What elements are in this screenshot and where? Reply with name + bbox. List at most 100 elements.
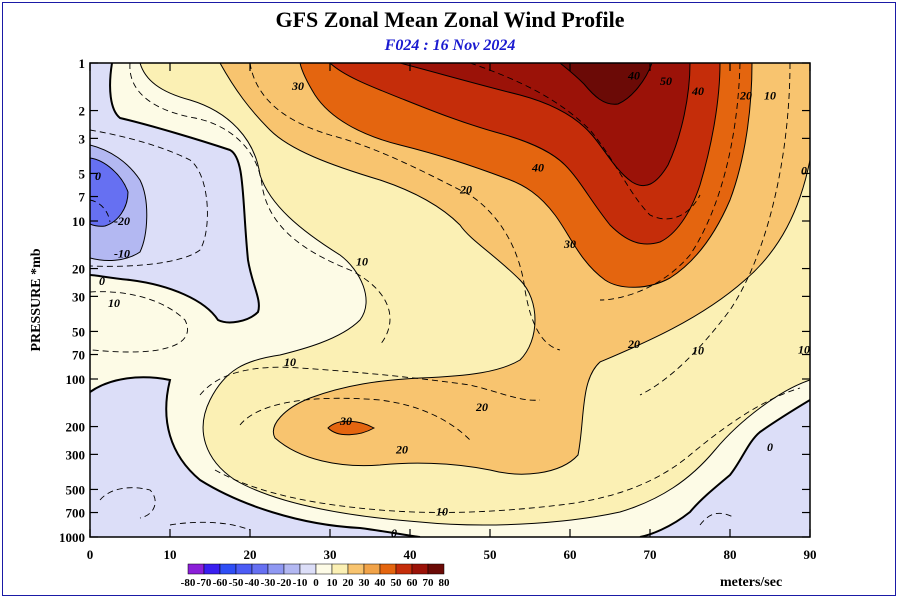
legend-label: 40: [375, 577, 387, 589]
contour-label: -10: [114, 246, 130, 260]
contour-label: 30: [339, 414, 352, 428]
contour-label: 20: [475, 400, 488, 414]
legend-swatch: [411, 563, 429, 575]
zero-contour-bottom: [90, 376, 421, 537]
contour-label: 40: [691, 84, 704, 98]
legend-swatch: [203, 563, 221, 575]
contour-label: 0: [801, 164, 807, 178]
y-tick-label: 100: [66, 372, 86, 387]
legend-label: -50: [229, 577, 244, 589]
contour-label: 0: [99, 274, 105, 288]
legend-swatch: [235, 563, 253, 575]
y-tick-label: 1000: [59, 530, 85, 545]
dash-contour-1: [129, 63, 391, 346]
contour-label: 10: [436, 505, 448, 519]
x-tick-label: 50: [484, 547, 497, 562]
legend-label: -80: [181, 577, 196, 589]
dash-contour-5: [249, 63, 561, 351]
dash-contour-13: [169, 521, 251, 531]
legend-label: 0: [313, 577, 319, 589]
chart-subtitle: F024 : 16 Nov 2024: [384, 37, 516, 54]
legend-label: -40: [245, 577, 260, 589]
y-tick-label: 50: [72, 324, 85, 339]
contour-label: 30: [291, 79, 304, 93]
y-tick-label: 30: [72, 289, 85, 304]
contour-label: 10: [692, 343, 704, 357]
legend-swatch: [315, 563, 333, 575]
contour-label: 0: [95, 169, 101, 183]
x-tick-label: 40: [404, 547, 417, 562]
legend-label: 70: [423, 577, 435, 589]
contour-label: 20: [395, 443, 408, 457]
legend-swatch: [219, 563, 237, 575]
contour-label: 10: [108, 296, 120, 310]
dash-contour-4: [90, 291, 188, 353]
y-tick-label: 700: [66, 506, 86, 521]
y-tick-label: 500: [66, 482, 86, 497]
contour-label: 20: [627, 337, 640, 351]
contour-label: 10: [798, 342, 810, 356]
x-tick-label: 30: [324, 547, 337, 562]
contour-label: 50: [660, 74, 672, 88]
y-tick-label: 1: [79, 56, 86, 71]
dash-contour-8: [639, 63, 791, 396]
y-tick-label: 70: [72, 348, 85, 363]
chart-title: GFS Zonal Mean Zonal Wind Profile: [275, 7, 625, 32]
x-tick-label: 60: [564, 547, 577, 562]
contour-label: 10: [356, 254, 368, 268]
dash-contour-12: [99, 487, 156, 519]
x-tick-label: 80: [724, 547, 737, 562]
contour-fills: [90, 63, 810, 537]
x-tick-label: 0: [87, 547, 94, 562]
y-tick-label: 3: [79, 131, 86, 146]
dash-contour-11: [214, 387, 801, 513]
legend-swatch: [299, 563, 317, 575]
contour-label: 0: [391, 526, 397, 540]
legend-swatch: [363, 563, 381, 575]
contour-label: 20: [739, 88, 752, 102]
dash-contour-3: [90, 199, 111, 223]
contour-label: -20: [114, 214, 130, 228]
contour-label: 30: [563, 237, 576, 251]
legend-label: 60: [407, 577, 419, 589]
legend-unit-label: meters/sec: [720, 575, 782, 590]
legend-swatch: [251, 563, 269, 575]
legend-label: 10: [327, 577, 339, 589]
color-legend: -80 -70 -60 -50 -40 -30 -20 -10 0 10 20 30 40 50 60 70 8…: [181, 563, 782, 590]
x-tick-label: 10: [164, 547, 177, 562]
legend-label: -20: [277, 577, 292, 589]
legend-label: 20: [343, 577, 355, 589]
legend-label: 50: [391, 577, 403, 589]
y-tick-label: 5: [79, 166, 86, 181]
legend-swatch: [427, 563, 445, 575]
legend-label: -60: [213, 577, 228, 589]
legend-swatch: [347, 563, 365, 575]
x-tick-label: 70: [644, 547, 657, 562]
contour-label: 0: [767, 440, 773, 454]
x-tick-label: 20: [244, 547, 257, 562]
legend-swatch: [267, 563, 285, 575]
zero-contour-left: [90, 63, 260, 324]
legend-label: -30: [261, 577, 276, 589]
legend-label: -70: [197, 577, 212, 589]
legend-swatch: [283, 563, 301, 575]
x-tick-label: 90: [804, 547, 817, 562]
dash-contour-9: [199, 366, 541, 401]
y-tick-label: 20: [72, 262, 85, 277]
dash-contour-10: [239, 397, 471, 441]
legend-swatch: [331, 563, 349, 575]
contour-label: 40: [531, 161, 544, 175]
contour-label: 40: [627, 69, 640, 83]
plot-border: [89, 62, 811, 538]
dash-contour-7: [599, 63, 741, 301]
y-tick-label: 300: [66, 447, 86, 462]
y-tick-label: 7: [79, 190, 86, 205]
y-tick-label: 200: [66, 420, 86, 435]
dash-contour-6: [469, 63, 701, 220]
dash-contour-2: [90, 129, 208, 267]
fill-30-jet-core: [327, 420, 376, 436]
